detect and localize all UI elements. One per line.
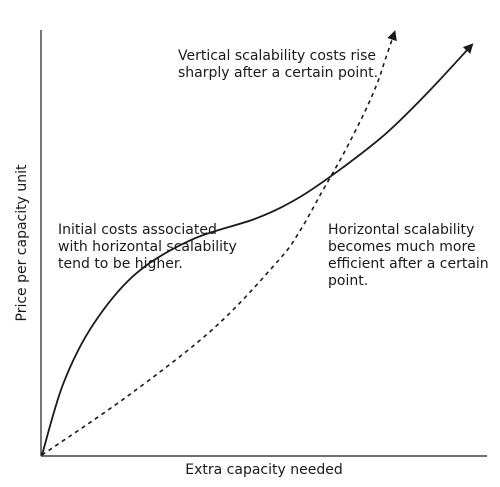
horizontal-scalability-curve: [41, 43, 474, 456]
vertical-scalability-annotation: Vertical scalability costs rise sharply …: [178, 48, 379, 81]
x-axis-label: Extra capacity needed: [185, 462, 342, 478]
y-axis-label: Price per capacity unit: [14, 164, 30, 321]
initial-costs-annotation: Initial costs associated with horizontal…: [58, 222, 237, 272]
series-layer: [41, 30, 474, 456]
horizontal-scalability-annotation: Horizontal scalability becomes much more…: [328, 222, 489, 289]
vertical-scalability-curve: [41, 30, 397, 456]
